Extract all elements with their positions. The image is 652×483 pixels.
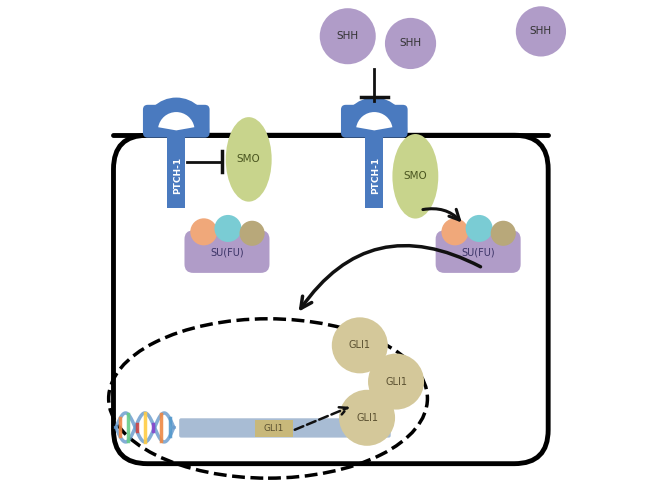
FancyBboxPatch shape — [436, 230, 521, 273]
Circle shape — [332, 317, 388, 373]
Text: GLI1: GLI1 — [385, 377, 407, 386]
Text: SHH: SHH — [336, 31, 359, 41]
Text: SMO: SMO — [237, 155, 261, 164]
Circle shape — [339, 390, 395, 446]
FancyBboxPatch shape — [372, 105, 408, 138]
FancyBboxPatch shape — [173, 105, 209, 138]
Circle shape — [441, 218, 469, 245]
Ellipse shape — [226, 117, 272, 202]
Text: GLI1: GLI1 — [264, 424, 284, 433]
Circle shape — [215, 215, 241, 242]
Circle shape — [466, 215, 493, 242]
Circle shape — [368, 354, 424, 410]
Text: PTCH-1: PTCH-1 — [173, 156, 182, 194]
Circle shape — [190, 218, 217, 245]
FancyBboxPatch shape — [256, 420, 293, 437]
Text: SHH: SHH — [530, 27, 552, 36]
FancyBboxPatch shape — [185, 230, 269, 273]
FancyBboxPatch shape — [143, 105, 179, 138]
Bar — [365, 133, 383, 208]
Circle shape — [491, 221, 516, 246]
Circle shape — [516, 6, 566, 57]
Text: GLI1: GLI1 — [349, 341, 371, 350]
Ellipse shape — [393, 134, 438, 218]
Circle shape — [239, 221, 265, 246]
Bar — [167, 133, 185, 208]
Wedge shape — [342, 98, 407, 130]
Wedge shape — [158, 112, 194, 130]
Circle shape — [319, 8, 376, 64]
FancyArrowPatch shape — [295, 407, 348, 430]
FancyBboxPatch shape — [179, 418, 391, 438]
Text: GLI1: GLI1 — [356, 413, 378, 423]
Text: SU(FU): SU(FU) — [462, 248, 495, 257]
FancyBboxPatch shape — [341, 105, 378, 138]
Text: SU(FU): SU(FU) — [210, 248, 244, 257]
Text: PTCH-1: PTCH-1 — [371, 156, 379, 194]
Wedge shape — [143, 98, 209, 130]
Circle shape — [385, 18, 436, 69]
Wedge shape — [356, 112, 393, 130]
Text: SMO: SMO — [404, 171, 427, 181]
Text: SHH: SHH — [400, 39, 422, 48]
